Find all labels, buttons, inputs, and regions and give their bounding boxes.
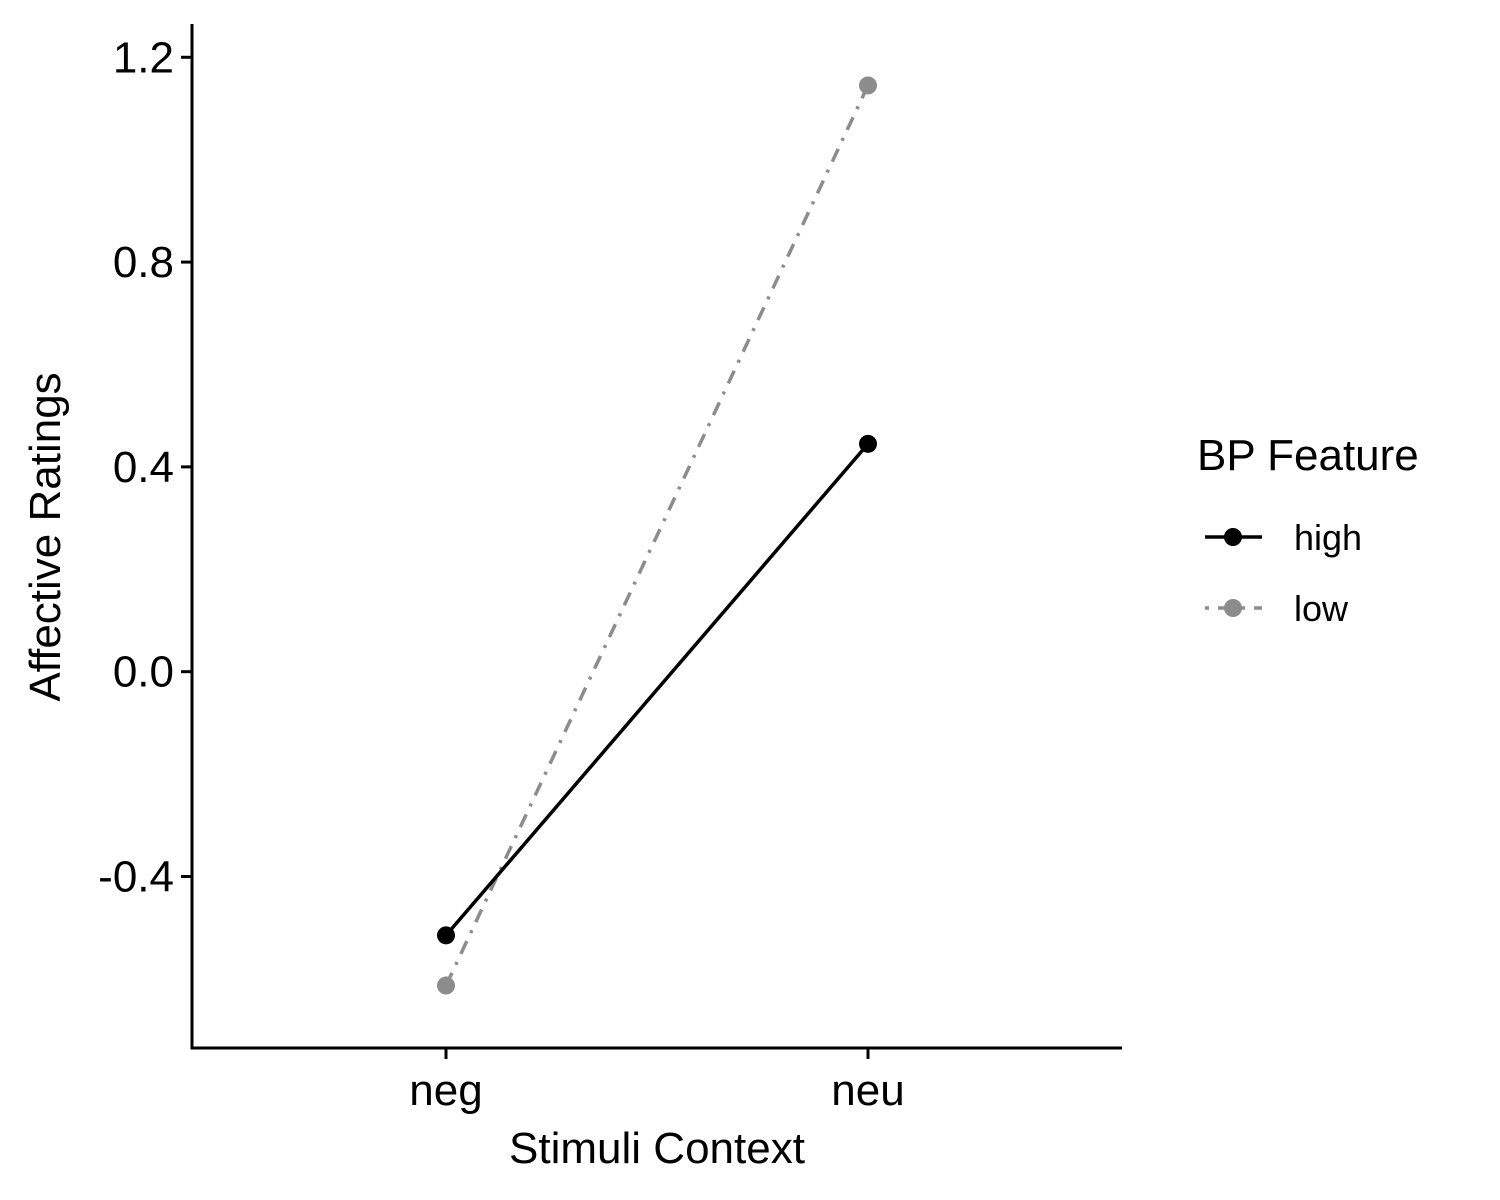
legend-item-high: high [1205,517,1362,558]
legend-title: BP Feature [1197,431,1419,480]
data-point-low [859,76,877,95]
series-low [437,76,877,995]
legend-marker-key [1224,599,1242,617]
data-point-high [437,926,455,945]
y-tick-label: -0.4 [98,852,174,901]
y-axis-ticks: -0.4 0.0 0.4 0.8 1.2 [98,33,192,901]
x-tick-label: neg [409,1066,482,1115]
x-axis-ticks: neg neu [409,1048,905,1115]
series-layer [437,76,877,995]
x-tick-label: neu [831,1066,904,1115]
legend-item-low: low [1205,588,1349,629]
legend-marker-key [1224,528,1242,546]
legend-label: low [1294,588,1349,629]
legend-label: high [1294,517,1362,558]
data-point-low [437,976,455,995]
series-line-high [444,442,870,937]
y-tick-label: 0.8 [113,238,174,287]
y-tick-label: 1.2 [113,33,174,82]
y-tick-label: 0.4 [113,443,174,492]
plot-area: -0.4 0.0 0.4 0.8 1.2 neg neu [98,24,1122,1115]
y-tick-label: 0.0 [113,648,174,697]
series-line-low [444,84,870,987]
legend: BP Feature high low [1197,431,1419,629]
y-axis-title: Affective Ratings [21,372,70,701]
data-point-high [859,434,877,453]
series-high [437,434,877,945]
x-axis-title: Stimuli Context [509,1124,805,1173]
legend-items: high low [1205,517,1362,629]
